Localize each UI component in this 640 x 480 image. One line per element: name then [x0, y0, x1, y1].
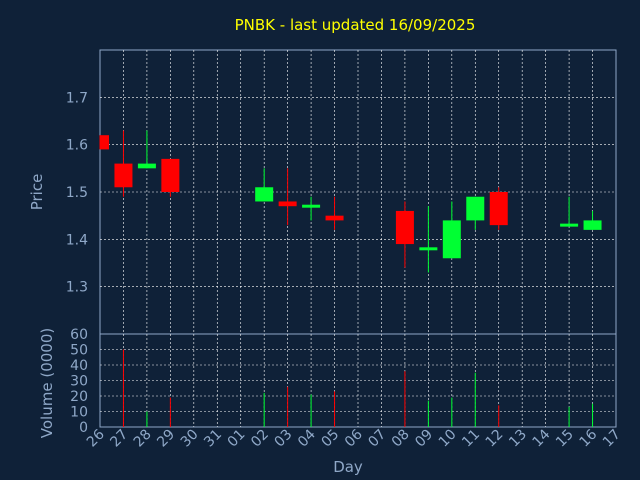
candle-body	[137, 163, 156, 169]
price-tick-label: 1.3	[66, 280, 88, 296]
x-tick-label: 01	[225, 427, 249, 451]
candle-body	[419, 247, 438, 251]
x-tick-label: 12	[483, 427, 507, 451]
candle	[442, 201, 461, 259]
price-axis-label: Price	[28, 174, 46, 211]
volume-tick-label: 50	[70, 343, 88, 359]
candle-body	[278, 201, 297, 207]
volume-axis-label: Volume (0000)	[38, 328, 56, 438]
x-tick-label: 09	[412, 427, 436, 451]
x-tick-label: 31	[201, 427, 225, 451]
candle-body	[161, 158, 180, 192]
candle	[114, 130, 133, 197]
x-tick-label: 28	[131, 427, 155, 451]
volume-tick-label: 30	[70, 374, 88, 390]
x-tick-label: 16	[576, 426, 600, 450]
candle	[161, 158, 180, 197]
candle	[395, 201, 414, 268]
x-tick-label: 11	[459, 427, 483, 451]
candle	[489, 187, 508, 230]
candle	[325, 196, 344, 230]
x-tick-label: 13	[506, 427, 530, 451]
candle	[583, 210, 602, 230]
price-tick-label: 1.5	[66, 185, 88, 201]
x-tick-label: 29	[154, 427, 178, 451]
candle-body	[442, 220, 461, 259]
volume-tick-label: 10	[70, 405, 88, 421]
candle	[466, 196, 485, 230]
x-tick-label: 08	[389, 427, 413, 451]
x-tick-label: 14	[530, 426, 554, 450]
x-tick-label: 04	[295, 426, 319, 450]
volume-tick-label: 40	[70, 358, 88, 374]
candle-body	[395, 210, 414, 245]
candle	[302, 196, 321, 221]
candle	[419, 206, 438, 273]
candle-body	[255, 187, 274, 202]
candle	[255, 168, 274, 202]
x-tick-label: 30	[178, 427, 202, 451]
x-tick-label: 15	[553, 427, 577, 451]
candle	[560, 196, 579, 227]
candle-body	[114, 163, 133, 188]
volume-tick-label: 20	[70, 389, 88, 405]
candle-body	[302, 204, 321, 208]
x-tick-label: 17	[600, 427, 624, 451]
candle-body	[325, 215, 344, 221]
candle-body	[466, 196, 485, 221]
candle-body	[489, 192, 508, 226]
candle-body	[583, 220, 602, 230]
price-panel: 1.3 1.4 1.5 1.6 1.7	[66, 49, 617, 335]
x-tick-label: 10	[436, 427, 460, 451]
candle	[278, 168, 297, 226]
price-tick-label: 1.6	[66, 138, 88, 154]
x-tick-label: 05	[318, 427, 342, 451]
x-tick-label: 27	[107, 427, 131, 451]
price-tick-label: 1.7	[66, 90, 88, 106]
volume-tick-label: 60	[70, 327, 88, 343]
x-tick-labels: 26 27 28 29 30 31 01 02 03 04 05 06 07 08 09 10 11 12 13 14…	[84, 426, 624, 450]
x-tick-label: 03	[272, 427, 296, 451]
x-axis-label: Day	[333, 458, 363, 476]
volume-tick-label: 0	[79, 420, 88, 436]
x-tick-label: 07	[365, 427, 389, 451]
candle-body	[560, 223, 579, 227]
chart-title: PNBK - last updated 16/09/2025	[235, 16, 476, 34]
candle-body	[100, 135, 109, 150]
candle	[99, 135, 109, 150]
candle	[137, 130, 156, 169]
x-tick-label: 02	[248, 427, 272, 451]
price-tick-label: 1.4	[66, 232, 88, 248]
x-tick-label: 06	[342, 426, 366, 450]
